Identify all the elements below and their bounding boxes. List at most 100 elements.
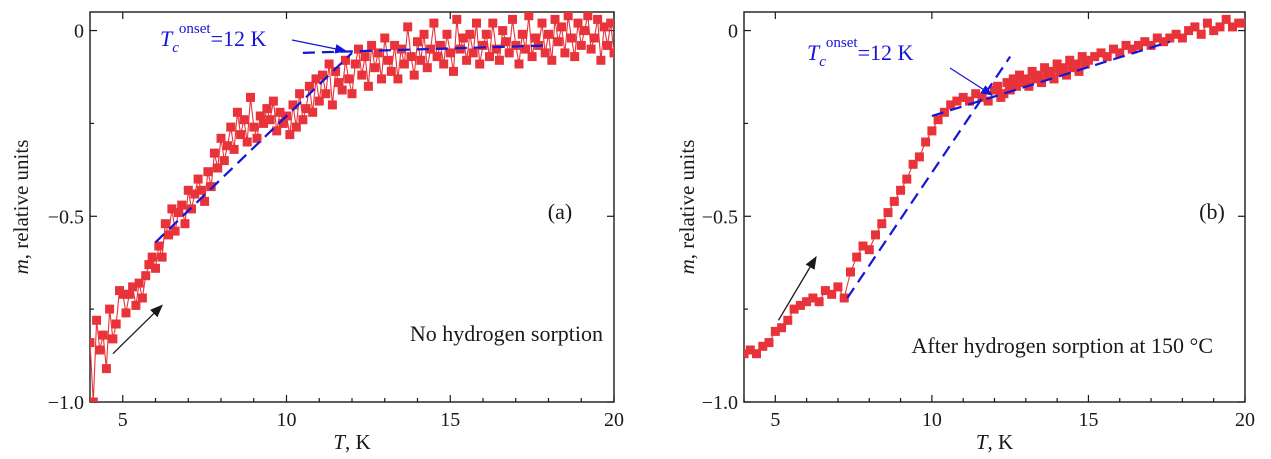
data-point [481, 29, 491, 39]
data-point [1021, 74, 1031, 84]
data-point [173, 208, 183, 218]
data-point [846, 267, 855, 277]
data-point [1008, 74, 1018, 84]
data-point [583, 12, 593, 21]
data-point [864, 245, 874, 255]
data-point [752, 349, 761, 359]
data-point [1152, 33, 1162, 43]
data-point [1228, 22, 1237, 32]
data-point [902, 174, 912, 184]
data-point [1083, 55, 1093, 65]
data-point [167, 204, 177, 214]
data-point [1058, 63, 1068, 73]
data-point [589, 33, 599, 43]
data-point [921, 137, 931, 147]
data-point [278, 118, 288, 128]
data-point [946, 100, 956, 110]
data-point [914, 152, 924, 162]
data-point [416, 55, 426, 65]
data-point [337, 85, 347, 95]
data-point [341, 55, 350, 65]
data-point [1115, 48, 1125, 58]
data-point [1033, 70, 1043, 80]
data-point [514, 59, 524, 69]
data-point [327, 100, 337, 110]
data-point [458, 33, 468, 43]
data-point [896, 185, 906, 195]
data-point [223, 141, 232, 151]
data-point [586, 44, 596, 54]
data-point [462, 55, 472, 65]
data-point [232, 107, 242, 117]
data-point [1040, 63, 1050, 73]
data-point [795, 300, 805, 310]
x-axis-title: T, K [976, 430, 1013, 454]
y-tick-label: −1.0 [48, 392, 84, 414]
data-point [449, 66, 458, 76]
data-point [196, 185, 206, 195]
y-axis-title: m, relative units [9, 140, 33, 275]
data-point [1140, 37, 1150, 47]
x-tick-label: 15 [1078, 409, 1098, 431]
data-point [314, 96, 324, 106]
data-point [259, 118, 269, 128]
data-point [889, 196, 899, 206]
tc-onset-label: Tconset=12 K [807, 35, 914, 70]
data-point [393, 74, 403, 84]
data-point [160, 219, 170, 229]
data-point [98, 330, 108, 340]
data-point [285, 130, 295, 140]
data-point [478, 40, 488, 50]
data-point [180, 219, 190, 229]
data-point [593, 14, 603, 24]
data-point [1077, 52, 1087, 62]
data-point [288, 100, 298, 110]
data-point [403, 22, 413, 32]
data-point [977, 92, 987, 102]
data-point [360, 52, 370, 62]
data-series [744, 14, 1245, 359]
data-point [1146, 40, 1156, 50]
data-point [498, 26, 508, 36]
data-point [442, 29, 452, 39]
data-point [246, 92, 255, 102]
data-point [275, 107, 285, 117]
data-point [603, 40, 612, 50]
data-point [494, 55, 504, 65]
panel-annotation: No hydrogen sorption [410, 321, 603, 346]
data-point [560, 48, 570, 58]
data-point [252, 133, 262, 143]
data-point [216, 133, 226, 143]
data-point [200, 196, 210, 206]
x-tick-label: 10 [277, 409, 297, 431]
panel-label: (a) [548, 199, 572, 224]
data-point [262, 104, 272, 114]
data-point [501, 37, 511, 47]
data-point [118, 289, 128, 299]
data-point [272, 126, 282, 136]
data-point [544, 29, 553, 39]
y-axis-title: m, relative units [675, 140, 699, 275]
data-point [758, 341, 768, 351]
data-point [939, 107, 949, 117]
data-point [134, 278, 144, 288]
data-point [229, 144, 239, 154]
data-point [318, 70, 327, 80]
data-point [1165, 33, 1175, 43]
data-point [399, 59, 409, 69]
data-point [390, 40, 400, 50]
data-point [219, 156, 229, 166]
data-point [783, 315, 793, 325]
x-tick-label: 20 [1235, 409, 1255, 431]
data-point [563, 12, 573, 21]
heating-direction-arrow [112, 304, 163, 355]
y-tick-label: 0 [74, 21, 84, 43]
data-point [1134, 40, 1143, 50]
data-point [927, 126, 937, 136]
data-point [1215, 22, 1225, 32]
data-point [1171, 29, 1181, 39]
data-point [265, 115, 275, 125]
data-point [553, 37, 563, 47]
data-point [311, 74, 321, 84]
